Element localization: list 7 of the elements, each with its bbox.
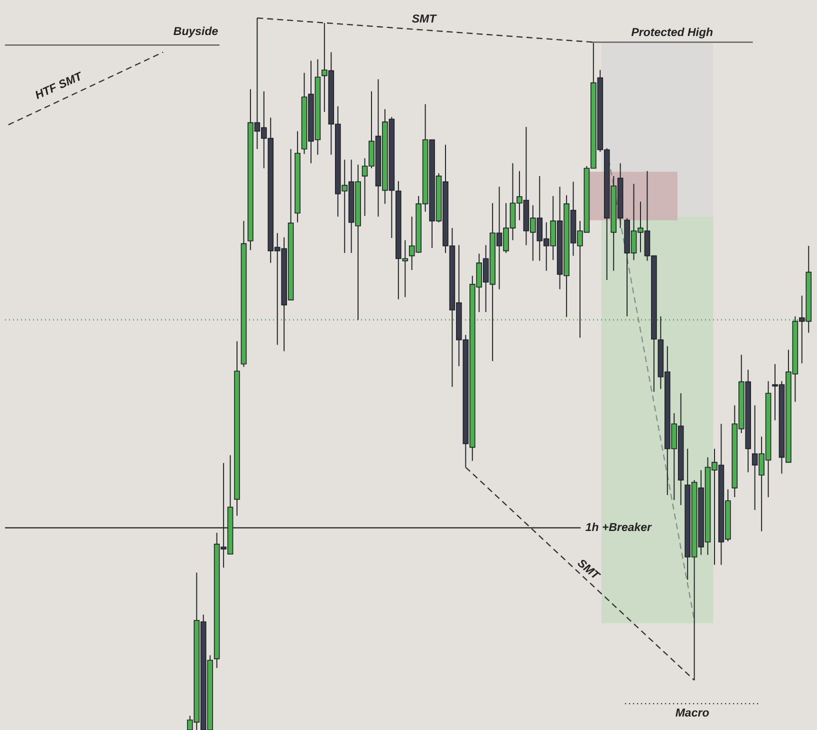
ref-line-label: Buyside [173,26,219,38]
annotation: SMT [412,13,438,26]
annotation: HTF SMT [34,70,85,102]
ref-line-label: Protected High [631,27,714,40]
ref-line-label: 1h +Breaker [585,522,652,534]
ref-line-label: Macro [675,708,710,720]
annotation: SMT [574,557,602,583]
